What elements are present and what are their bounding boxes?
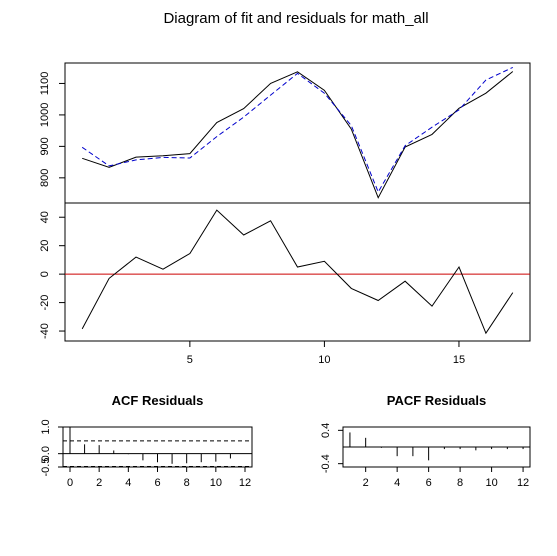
acf-x-tick-label: 6 — [154, 477, 160, 489]
acf-title: ACF Residuals — [112, 393, 204, 408]
fit-y-tick-label: 800 — [39, 169, 51, 187]
acf-x-tick-label: 10 — [210, 477, 222, 489]
residual-x-tick-label: 10 — [318, 354, 330, 366]
pacf-y-tick-label: -0.4 — [320, 454, 332, 473]
residual-y-tick-label: -40 — [39, 323, 51, 339]
residual-panel-frame — [64, 202, 531, 342]
pacf-x-tick-label: 6 — [426, 477, 432, 489]
residual-series — [81, 209, 514, 335]
acf-y-tick-label: 0.0 — [40, 446, 52, 461]
fit-y-tick-label: 1000 — [39, 103, 51, 127]
acf-x-tick-label: 2 — [96, 477, 102, 489]
residual-x-tick-label: 15 — [453, 354, 465, 366]
residual-x-tick-label: 5 — [187, 354, 193, 366]
fit-series-fitted — [81, 66, 514, 194]
fit-y-tick-label: 900 — [39, 137, 51, 155]
acf-x-tick-label: 4 — [125, 477, 131, 489]
residual-y-tick-label: 0 — [39, 271, 51, 277]
pacf-x-tick-label: 8 — [457, 477, 463, 489]
residual-y-tick-label: 40 — [39, 211, 51, 223]
main-title: Diagram of fit and residuals for math_al… — [163, 10, 428, 27]
pacf-y-tick-label: 0.4 — [320, 423, 332, 438]
acf-x-tick-label: 8 — [184, 477, 190, 489]
fit-y-tick-label: 1100 — [39, 72, 51, 96]
acf-x-tick-label: 12 — [239, 477, 251, 489]
fit-series-actual — [82, 71, 514, 199]
pacf-x-tick-label: 10 — [485, 477, 497, 489]
fit-panel-frame — [64, 62, 531, 204]
acf-x-tick-label: 0 — [67, 477, 73, 489]
residual-y-tick-label: 20 — [39, 240, 51, 252]
pacf-x-tick-label: 2 — [363, 477, 369, 489]
acf-y-tick-label: 1.0 — [40, 419, 52, 434]
acf-y-tick-label: -0.5 — [40, 458, 52, 477]
pacf-x-tick-label: 4 — [394, 477, 400, 489]
pacf-x-tick-label: 12 — [517, 477, 529, 489]
residual-y-tick-label: -20 — [39, 295, 51, 311]
pacf-title: PACF Residuals — [387, 393, 486, 408]
